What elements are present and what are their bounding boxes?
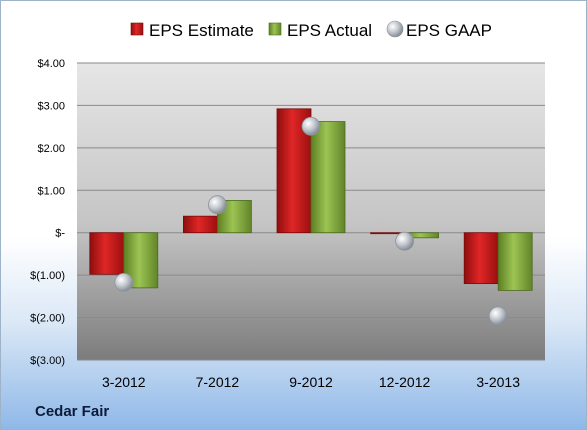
legend-label: EPS Estimate (149, 21, 254, 40)
bar-eps-estimate (182, 215, 218, 234)
point-eps-gaap (207, 195, 227, 215)
y-tick-label: $(2.00) (30, 313, 65, 325)
x-tick-label: 7-2012 (196, 374, 240, 390)
y-tick-label: $3.00 (37, 100, 65, 112)
y-tick-label: $2.00 (37, 143, 65, 155)
y-tick-label: $(1.00) (30, 270, 65, 282)
legend: EPS Estimate EPS Actual EPS GAAP (130, 20, 492, 40)
y-tick-label: $1.00 (37, 185, 65, 197)
x-tick-label: 12-2012 (379, 374, 431, 390)
point-eps-gaap (301, 116, 321, 136)
bar-eps-actual (310, 121, 346, 234)
bar-eps-estimate (89, 232, 125, 275)
y-tick-label: $- (55, 228, 65, 240)
point-eps-gaap (395, 231, 415, 251)
y-tick-label: $4.00 (37, 58, 65, 70)
x-tick-label: 3-2012 (102, 374, 146, 390)
bar-eps-actual (497, 232, 533, 291)
y-tick-label: $(3.00) (30, 355, 65, 367)
legend-swatch-eps-actual (268, 22, 282, 36)
x-tick-label: 9-2012 (289, 374, 333, 390)
gaap-points-layer (114, 116, 508, 326)
x-tick-label: 3-2013 (476, 374, 520, 390)
legend-swatch-eps-gaap (386, 20, 404, 38)
legend-swatch-eps-estimate (130, 22, 144, 36)
y-axis-labels: $(3.00) $(2.00) $(1.00) $- $1.00 $2.00 $3.00 $4… (30, 58, 65, 367)
point-eps-gaap (114, 272, 134, 292)
legend-label: EPS GAAP (406, 21, 492, 40)
company-name: Cedar Fair (35, 403, 110, 420)
legend-label: EPS Actual (287, 21, 372, 40)
point-eps-gaap (488, 306, 508, 326)
bar-eps-estimate (463, 232, 499, 285)
x-axis-labels: 3-2012 7-2012 9-2012 12-2012 3-2013 (102, 374, 520, 390)
